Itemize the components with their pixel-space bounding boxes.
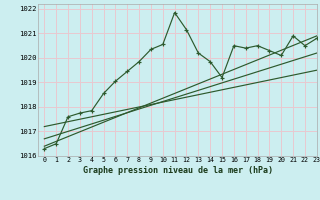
- X-axis label: Graphe pression niveau de la mer (hPa): Graphe pression niveau de la mer (hPa): [83, 166, 273, 175]
